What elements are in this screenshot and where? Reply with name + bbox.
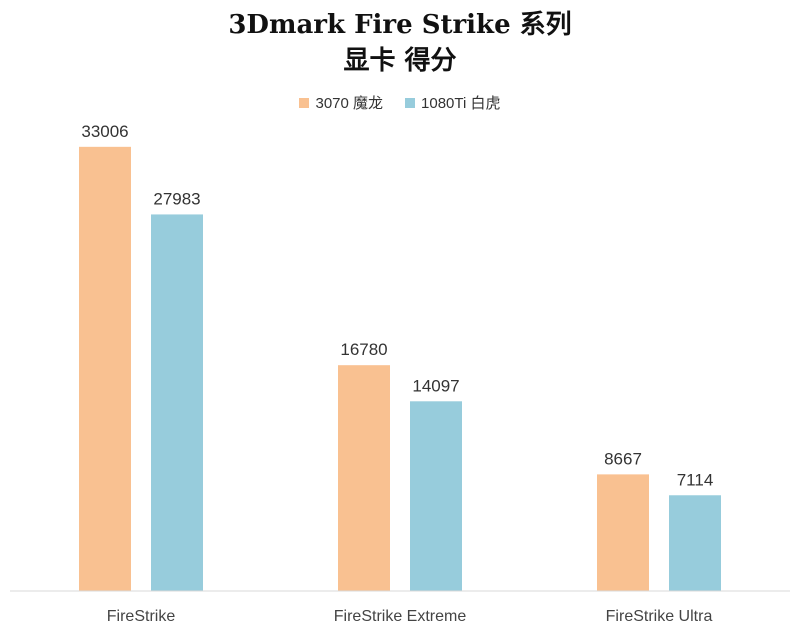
data-label-0-series-0: 33006: [81, 122, 128, 141]
category-label-2: FireStrike Ultra: [606, 608, 713, 625]
chart-subtitle: 显卡 得分: [343, 46, 457, 76]
data-label-0-series-1: 27983: [153, 189, 200, 208]
legend-swatch-series-0: [299, 97, 310, 108]
legend: 3070 魔龙 1080Ti 白虎: [0, 92, 800, 113]
bar-0-series-1: [151, 214, 203, 591]
legend-label-series-1: 1080Ti 白虎: [421, 95, 501, 112]
data-label-1-series-1: 14097: [412, 376, 459, 395]
bar-0-series-0: [79, 146, 131, 591]
data-label-2-series-1: 7114: [677, 470, 714, 489]
category-label-0: FireStrike: [107, 608, 176, 625]
legend-item-series-0: 3070 魔龙: [299, 92, 383, 113]
bar-1-series-1: [410, 401, 462, 591]
category-label-1: FireStrike Extreme: [334, 608, 467, 625]
bar-2-series-1: [669, 495, 721, 591]
legend-swatch-series-1: [405, 97, 416, 108]
legend-label-series-0: 3070 魔龙: [315, 95, 384, 112]
legend-item-series-1: 1080Ti 白虎: [405, 92, 501, 113]
chart-title: 3Dmark Fire Strike 系列: [228, 10, 572, 40]
bar-1-series-0: [338, 365, 390, 591]
data-label-1-series-0: 16780: [340, 340, 387, 359]
bar-2-series-0: [597, 474, 649, 591]
data-label-2-series-0: 8667: [604, 449, 642, 468]
